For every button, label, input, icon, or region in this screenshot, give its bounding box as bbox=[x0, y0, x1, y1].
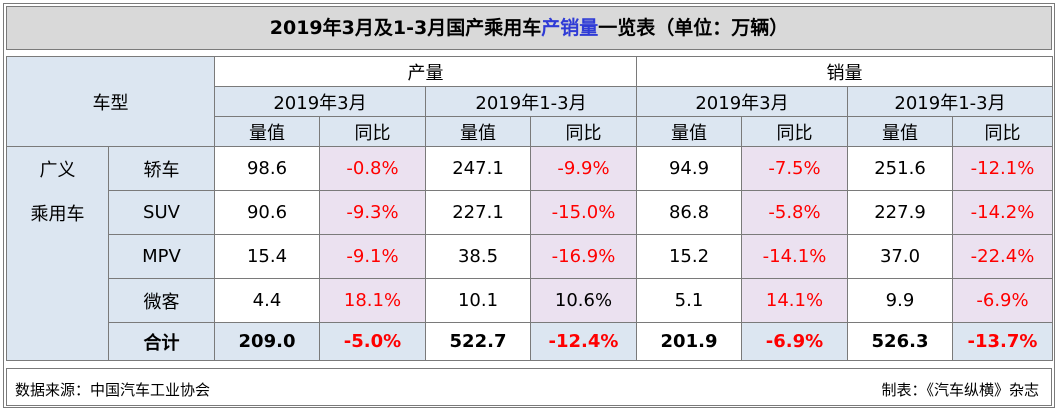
cell-value: 10.1 bbox=[425, 278, 531, 323]
total-yoy: -5.0% bbox=[319, 322, 426, 361]
table-footer: 数据来源：中国汽车工业协会 制表：《汽车纵横》杂志 bbox=[6, 368, 1052, 406]
total-value: 522.7 bbox=[425, 322, 531, 361]
cell-yoy: 18.1% bbox=[319, 278, 426, 323]
total-yoy: -13.7% bbox=[952, 322, 1053, 361]
cell-value: 5.1 bbox=[636, 278, 742, 323]
table-maker: 制表：《汽车纵横》杂志 bbox=[881, 381, 1039, 399]
table-row: 微客 4.4 18.1% 10.1 10.6% 5.1 14.1% 9.9 -6… bbox=[6, 278, 1053, 323]
title-part1: 2019年3月及1-3月国产乘用车 bbox=[269, 17, 542, 39]
cell-yoy: -0.8% bbox=[319, 146, 426, 191]
col-header-value: 量值 bbox=[847, 116, 953, 147]
col-header-yoy: 同比 bbox=[319, 116, 426, 147]
group-label-line2: 乘用车 bbox=[6, 190, 109, 235]
cell-value: 86.8 bbox=[636, 190, 742, 235]
cell-value: 37.0 bbox=[847, 234, 953, 279]
cell-value: 4.4 bbox=[214, 278, 320, 323]
cell-value: 15.4 bbox=[214, 234, 320, 279]
cell-value: 15.2 bbox=[636, 234, 742, 279]
cell-yoy: 10.6% bbox=[530, 278, 637, 323]
cell-yoy: -15.0% bbox=[530, 190, 637, 235]
cell-yoy: -22.4% bbox=[952, 234, 1053, 279]
cell-value: 227.9 bbox=[847, 190, 953, 235]
table-row: 广义 轿车 98.6 -0.8% 247.1 -9.9% 94.9 -7.5% … bbox=[6, 146, 1053, 191]
cell-yoy: -6.9% bbox=[952, 278, 1053, 323]
col-header-yoy: 同比 bbox=[741, 116, 848, 147]
title-highlight: 产销量 bbox=[541, 17, 599, 39]
cell-yoy: -5.8% bbox=[741, 190, 848, 235]
cell-value: 227.1 bbox=[425, 190, 531, 235]
col-header-value: 量值 bbox=[425, 116, 531, 147]
cell-value: 9.9 bbox=[847, 278, 953, 323]
cell-value: 90.6 bbox=[214, 190, 320, 235]
total-row: 合计 209.0 -5.0% 522.7 -12.4% 201.9 -6.9% … bbox=[6, 322, 1053, 361]
production-ytd-header: 2019年1-3月 bbox=[425, 86, 637, 117]
row-name: MPV bbox=[108, 234, 215, 279]
group-label-spacer bbox=[6, 278, 109, 323]
cell-value: 94.9 bbox=[636, 146, 742, 191]
total-value: 209.0 bbox=[214, 322, 320, 361]
group-label-line1: 广义 bbox=[6, 146, 109, 191]
cell-yoy: -7.5% bbox=[741, 146, 848, 191]
cell-value: 247.1 bbox=[425, 146, 531, 191]
row-name: 微客 bbox=[108, 278, 215, 323]
cell-value: 251.6 bbox=[847, 146, 953, 191]
col-header-yoy: 同比 bbox=[530, 116, 637, 147]
total-value: 526.3 bbox=[847, 322, 953, 361]
group-label-spacer bbox=[6, 234, 109, 279]
cell-yoy: -9.3% bbox=[319, 190, 426, 235]
total-yoy: -12.4% bbox=[530, 322, 637, 361]
table-row: 乘用车 SUV 90.6 -9.3% 227.1 -15.0% 86.8 -5.… bbox=[6, 190, 1053, 235]
production-month-header: 2019年3月 bbox=[214, 86, 426, 117]
cell-yoy: -14.1% bbox=[741, 234, 848, 279]
table-row: MPV 15.4 -9.1% 38.5 -16.9% 15.2 -14.1% 3… bbox=[6, 234, 1053, 279]
col-header-yoy: 同比 bbox=[952, 116, 1053, 147]
data-source: 数据来源：中国汽车工业协会 bbox=[15, 381, 211, 399]
row-name: SUV bbox=[108, 190, 215, 235]
col-header-value: 量值 bbox=[214, 116, 320, 147]
cell-yoy: 14.1% bbox=[741, 278, 848, 323]
sales-month-header: 2019年3月 bbox=[636, 86, 848, 117]
cell-value: 98.6 bbox=[214, 146, 320, 191]
col-header-value: 量值 bbox=[636, 116, 742, 147]
sales-header: 销量 bbox=[636, 56, 1053, 87]
cell-yoy: -12.1% bbox=[952, 146, 1053, 191]
cell-value: 38.5 bbox=[425, 234, 531, 279]
total-value: 201.9 bbox=[636, 322, 742, 361]
vehicle-type-header: 车型 bbox=[6, 56, 215, 147]
sales-table: 车型 产量 销量 2019年3月 2019年1-3月 2019年3月 2019年… bbox=[6, 56, 1053, 361]
table-frame bbox=[3, 3, 1055, 408]
cell-yoy: -9.1% bbox=[319, 234, 426, 279]
sales-ytd-header: 2019年1-3月 bbox=[847, 86, 1053, 117]
title-part2: 一览表（单位：万辆） bbox=[598, 17, 789, 39]
cell-yoy: -16.9% bbox=[530, 234, 637, 279]
table-title: 2019年3月及1-3月国产乘用车产销量一览表（单位：万辆） bbox=[6, 6, 1052, 50]
row-name: 轿车 bbox=[108, 146, 215, 191]
total-label: 合计 bbox=[108, 322, 215, 361]
total-yoy: -6.9% bbox=[741, 322, 848, 361]
cell-yoy: -9.9% bbox=[530, 146, 637, 191]
total-spacer bbox=[6, 322, 109, 361]
production-header: 产量 bbox=[214, 56, 637, 87]
cell-yoy: -14.2% bbox=[952, 190, 1053, 235]
